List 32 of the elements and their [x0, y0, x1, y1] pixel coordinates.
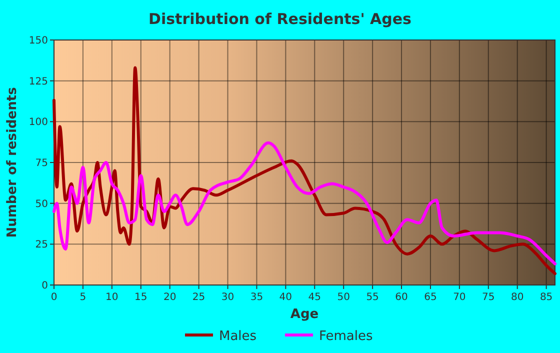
y-tick-label: 25: [35, 240, 48, 251]
x-tick-label: 80: [510, 292, 524, 303]
x-tick-label: 35: [250, 292, 264, 303]
x-tick-label: 15: [134, 292, 148, 303]
x-tick-label: 70: [453, 292, 466, 303]
line-series: [52, 66, 556, 276]
legend-label: Males: [219, 329, 257, 344]
x-tick-label: 5: [80, 292, 86, 303]
x-tick-label: 85: [540, 292, 553, 303]
y-tick-label: 50: [35, 198, 48, 210]
x-tick-label: 20: [163, 292, 176, 303]
x-tick-label: 65: [424, 292, 437, 303]
y-tick-label: 125: [28, 76, 48, 88]
x-axis-title: Age: [290, 307, 319, 322]
y-tick-label: 100: [28, 117, 48, 128]
x-tick-label: 75: [482, 292, 495, 303]
legend-label: Females: [319, 329, 374, 344]
y-axis-title: Number of residents: [5, 86, 20, 238]
x-tick-label: 10: [106, 292, 118, 303]
x-tick-label: 55: [366, 292, 379, 303]
line-series: [52, 141, 556, 266]
x-tick-label: 40: [279, 292, 292, 303]
x-tick-label: 50: [337, 292, 350, 303]
chart-title: Distribution of Residents' Ages: [148, 10, 412, 28]
x-tick-label: 60: [395, 292, 408, 303]
x-tick-label: 0: [50, 292, 58, 303]
y-tick-label: 0: [42, 280, 48, 292]
x-tick-label: 30: [221, 292, 234, 303]
y-tick-label: 150: [28, 36, 48, 46]
y-tick-label: 75: [35, 158, 48, 169]
x-tick-label: 25: [192, 292, 206, 303]
x-tick-label: 45: [308, 292, 322, 303]
